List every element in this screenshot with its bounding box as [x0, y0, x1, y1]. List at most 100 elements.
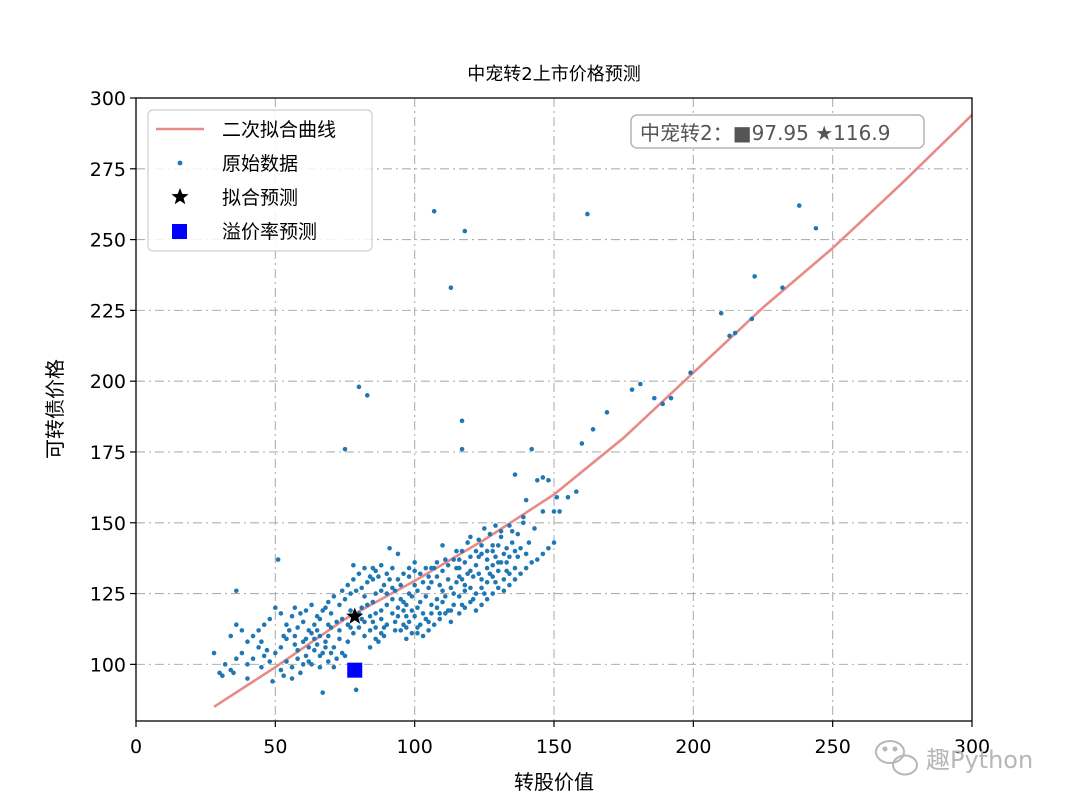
- data-point: [342, 446, 348, 452]
- data-point: [401, 608, 406, 613]
- data-point: [404, 625, 409, 630]
- data-point: [529, 446, 535, 452]
- data-point: [415, 630, 420, 636]
- fit-curve-line: [213, 114, 973, 708]
- data-point: [390, 565, 395, 571]
- watermark-text: 趣Python: [926, 746, 1033, 774]
- data-point: [339, 588, 345, 594]
- data-point: [732, 330, 738, 336]
- data-point: [490, 543, 495, 548]
- data-point: [507, 554, 512, 560]
- data-point: [507, 523, 512, 528]
- y-tick-label: 300: [90, 88, 126, 110]
- data-point: [660, 401, 665, 407]
- data-point: [479, 543, 484, 548]
- data-point: [406, 574, 412, 579]
- data-point: [484, 548, 490, 554]
- data-point: [479, 585, 484, 591]
- data-point: [429, 579, 434, 585]
- x-tick-label: 100: [397, 736, 433, 758]
- data-point: [256, 645, 261, 650]
- data-point: [390, 585, 395, 591]
- x-axis-title: 转股价值: [514, 770, 594, 794]
- data-point: [220, 673, 225, 678]
- data-point: [370, 619, 376, 625]
- data-point: [284, 622, 289, 628]
- data-point: [462, 560, 468, 565]
- data-point: [328, 650, 334, 656]
- data-point: [420, 579, 426, 585]
- data-point: [234, 588, 239, 594]
- data-point: [345, 622, 351, 628]
- data-point: [370, 599, 376, 605]
- legend-label-fit-curve: 二次拟合曲线: [222, 119, 336, 141]
- data-point: [300, 639, 306, 645]
- data-point: [448, 285, 454, 291]
- data-point: [239, 628, 245, 633]
- data-point: [406, 565, 412, 571]
- data-point: [317, 664, 323, 670]
- data-point: [309, 662, 314, 667]
- data-point: [426, 585, 431, 591]
- data-point: [409, 630, 415, 636]
- data-point: [337, 636, 342, 642]
- data-point: [359, 616, 365, 622]
- premium-prediction-marker: [347, 662, 363, 678]
- data-point: [267, 616, 273, 622]
- data-point: [404, 636, 409, 642]
- data-point: [445, 562, 451, 568]
- data-point: [364, 602, 370, 608]
- data-point: [498, 534, 504, 540]
- x-tick-label: 0: [130, 736, 142, 758]
- data-point: [278, 645, 284, 650]
- data-point: [378, 562, 384, 568]
- data-point: [356, 571, 362, 577]
- data-point: [323, 605, 328, 611]
- data-point: [398, 596, 404, 602]
- data-point: [395, 613, 401, 619]
- data-point: [392, 619, 398, 625]
- data-point: [515, 531, 521, 537]
- data-point: [546, 545, 551, 551]
- data-point: [487, 531, 493, 537]
- data-point: [325, 599, 331, 605]
- data-point: [420, 633, 426, 639]
- data-point: [314, 642, 320, 647]
- data-point: [292, 642, 298, 647]
- wechat-icon: [875, 740, 918, 776]
- data-point: [504, 568, 509, 574]
- data-point: [339, 616, 345, 622]
- data-point: [390, 611, 395, 616]
- data-point: [448, 608, 454, 613]
- data-point: [554, 494, 560, 500]
- data-point: [426, 619, 431, 625]
- data-point: [373, 636, 378, 642]
- data-point: [532, 526, 537, 531]
- data-point: [479, 551, 484, 557]
- data-point: [376, 574, 381, 579]
- legend: 二次拟合曲线 原始数据 拟合预测 溢价率预测: [147, 109, 373, 252]
- data-point: [412, 582, 417, 588]
- data-point: [629, 387, 635, 392]
- data-point: [515, 554, 521, 560]
- data-point: [273, 605, 278, 611]
- data-point: [468, 585, 473, 591]
- data-point: [367, 645, 373, 650]
- data-point: [479, 577, 484, 582]
- data-point: [387, 545, 392, 551]
- data-points-layer: [211, 203, 819, 695]
- data-point: [423, 565, 429, 571]
- data-point: [222, 662, 228, 667]
- data-point: [289, 664, 295, 670]
- data-point: [245, 662, 250, 667]
- data-point: [604, 410, 610, 415]
- data-point: [270, 679, 275, 684]
- data-point: [456, 557, 462, 562]
- data-point: [370, 565, 376, 571]
- data-point: [523, 551, 529, 557]
- data-point: [300, 662, 306, 667]
- data-point: [490, 591, 495, 596]
- data-point: [507, 582, 512, 588]
- data-point: [534, 557, 540, 562]
- data-point: [551, 509, 557, 514]
